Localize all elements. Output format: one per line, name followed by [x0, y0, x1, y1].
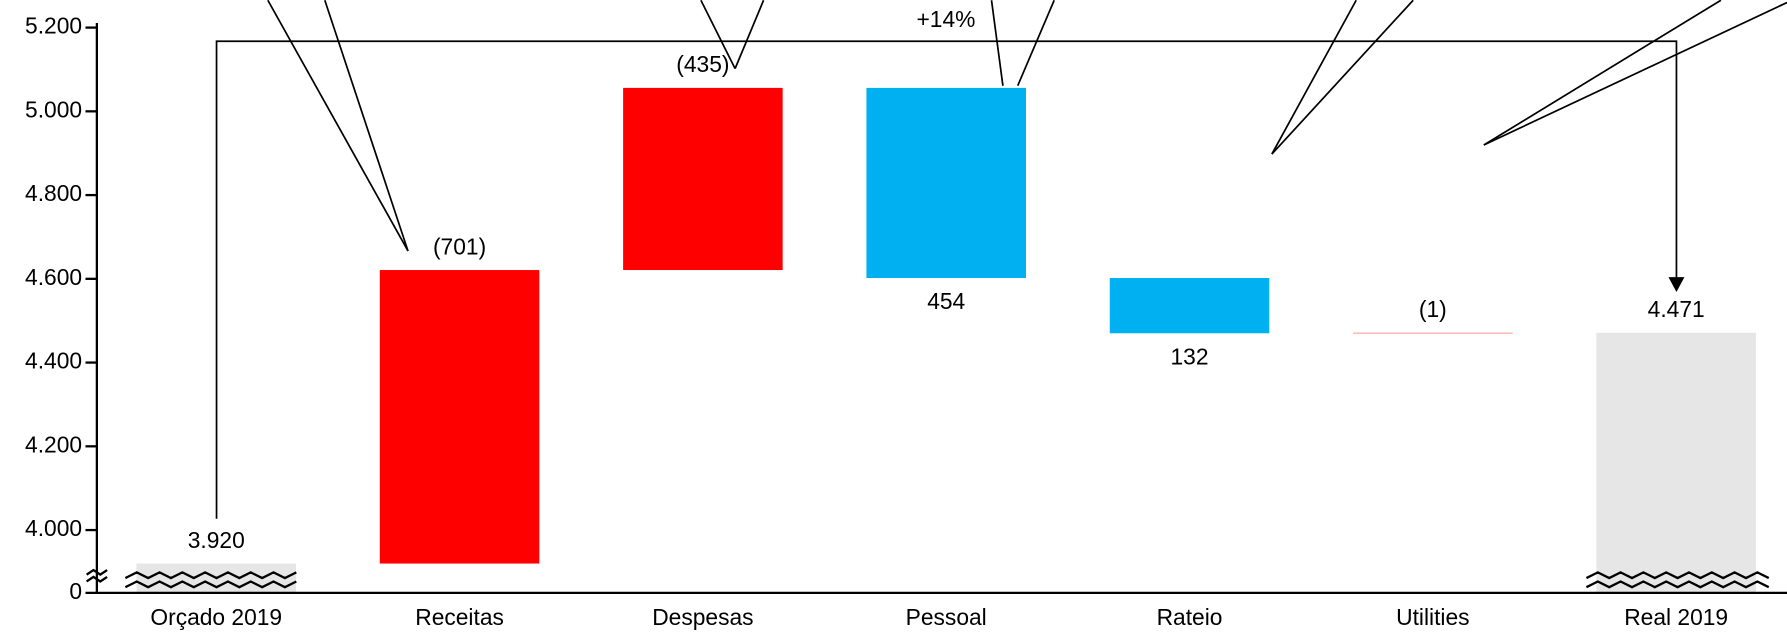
- x-tick-label: Despesas: [652, 604, 753, 630]
- y-tick-label: 4.200: [25, 431, 82, 457]
- bar: [866, 87, 1026, 278]
- callout-line: [700, 0, 736, 70]
- x-tick-label: Pessoal: [906, 604, 987, 630]
- x-tick-label: Utilities: [1396, 604, 1469, 630]
- y-tick-label: 5.000: [25, 96, 82, 122]
- callout-line: [1016, 0, 1055, 87]
- bar: [379, 270, 540, 564]
- y-tick-label: 4.800: [25, 180, 82, 206]
- y-tick-label: 4.000: [25, 515, 82, 541]
- value-label: (435): [676, 51, 729, 77]
- break-mark: [1585, 571, 1770, 580]
- break-mark: [124, 571, 297, 580]
- callout-line: [990, 0, 1004, 86]
- y-tick-label: 4.600: [25, 264, 82, 290]
- bar: [1109, 277, 1270, 334]
- x-tick-label: Receitas: [415, 604, 504, 630]
- callout-line: [734, 0, 765, 69]
- break-mark: [124, 580, 297, 589]
- value-label: 454: [927, 288, 965, 314]
- value-label: (701): [433, 233, 486, 259]
- x-tick-label: Rateio: [1157, 604, 1223, 630]
- callout-lines: [267, 0, 1787, 252]
- y-tick-label: 4.400: [25, 348, 82, 374]
- value-label: 132: [1171, 343, 1209, 369]
- annotation: +14%: [916, 6, 975, 32]
- break-mark: [85, 568, 108, 577]
- break-mark: [1585, 580, 1770, 589]
- y-tick-label: 0: [69, 578, 82, 604]
- y-tick-label: 5.200: [25, 13, 82, 39]
- value-label: 4.471: [1648, 296, 1705, 322]
- callout-line: [1483, 1, 1787, 146]
- bar: [1596, 332, 1756, 593]
- value-label: (1): [1419, 296, 1447, 322]
- callout-line: [1271, 0, 1357, 155]
- x-tick-label: Real 2019: [1624, 604, 1728, 630]
- arrow-head: [1668, 277, 1685, 292]
- callout-line: [1271, 0, 1414, 155]
- value-label: 3.920: [188, 527, 245, 553]
- plot: 0 4.000 4.200 4.400 4.600 4.800 5.000 5.200 Orça…: [25, 13, 1756, 630]
- bar: [623, 87, 783, 271]
- axis-break: [85, 568, 1770, 589]
- x-tick-label: Orçado 2019: [150, 604, 282, 630]
- callout-line: [1483, 0, 1722, 146]
- bracket: [215, 40, 1678, 519]
- break-mark: [85, 575, 108, 583]
